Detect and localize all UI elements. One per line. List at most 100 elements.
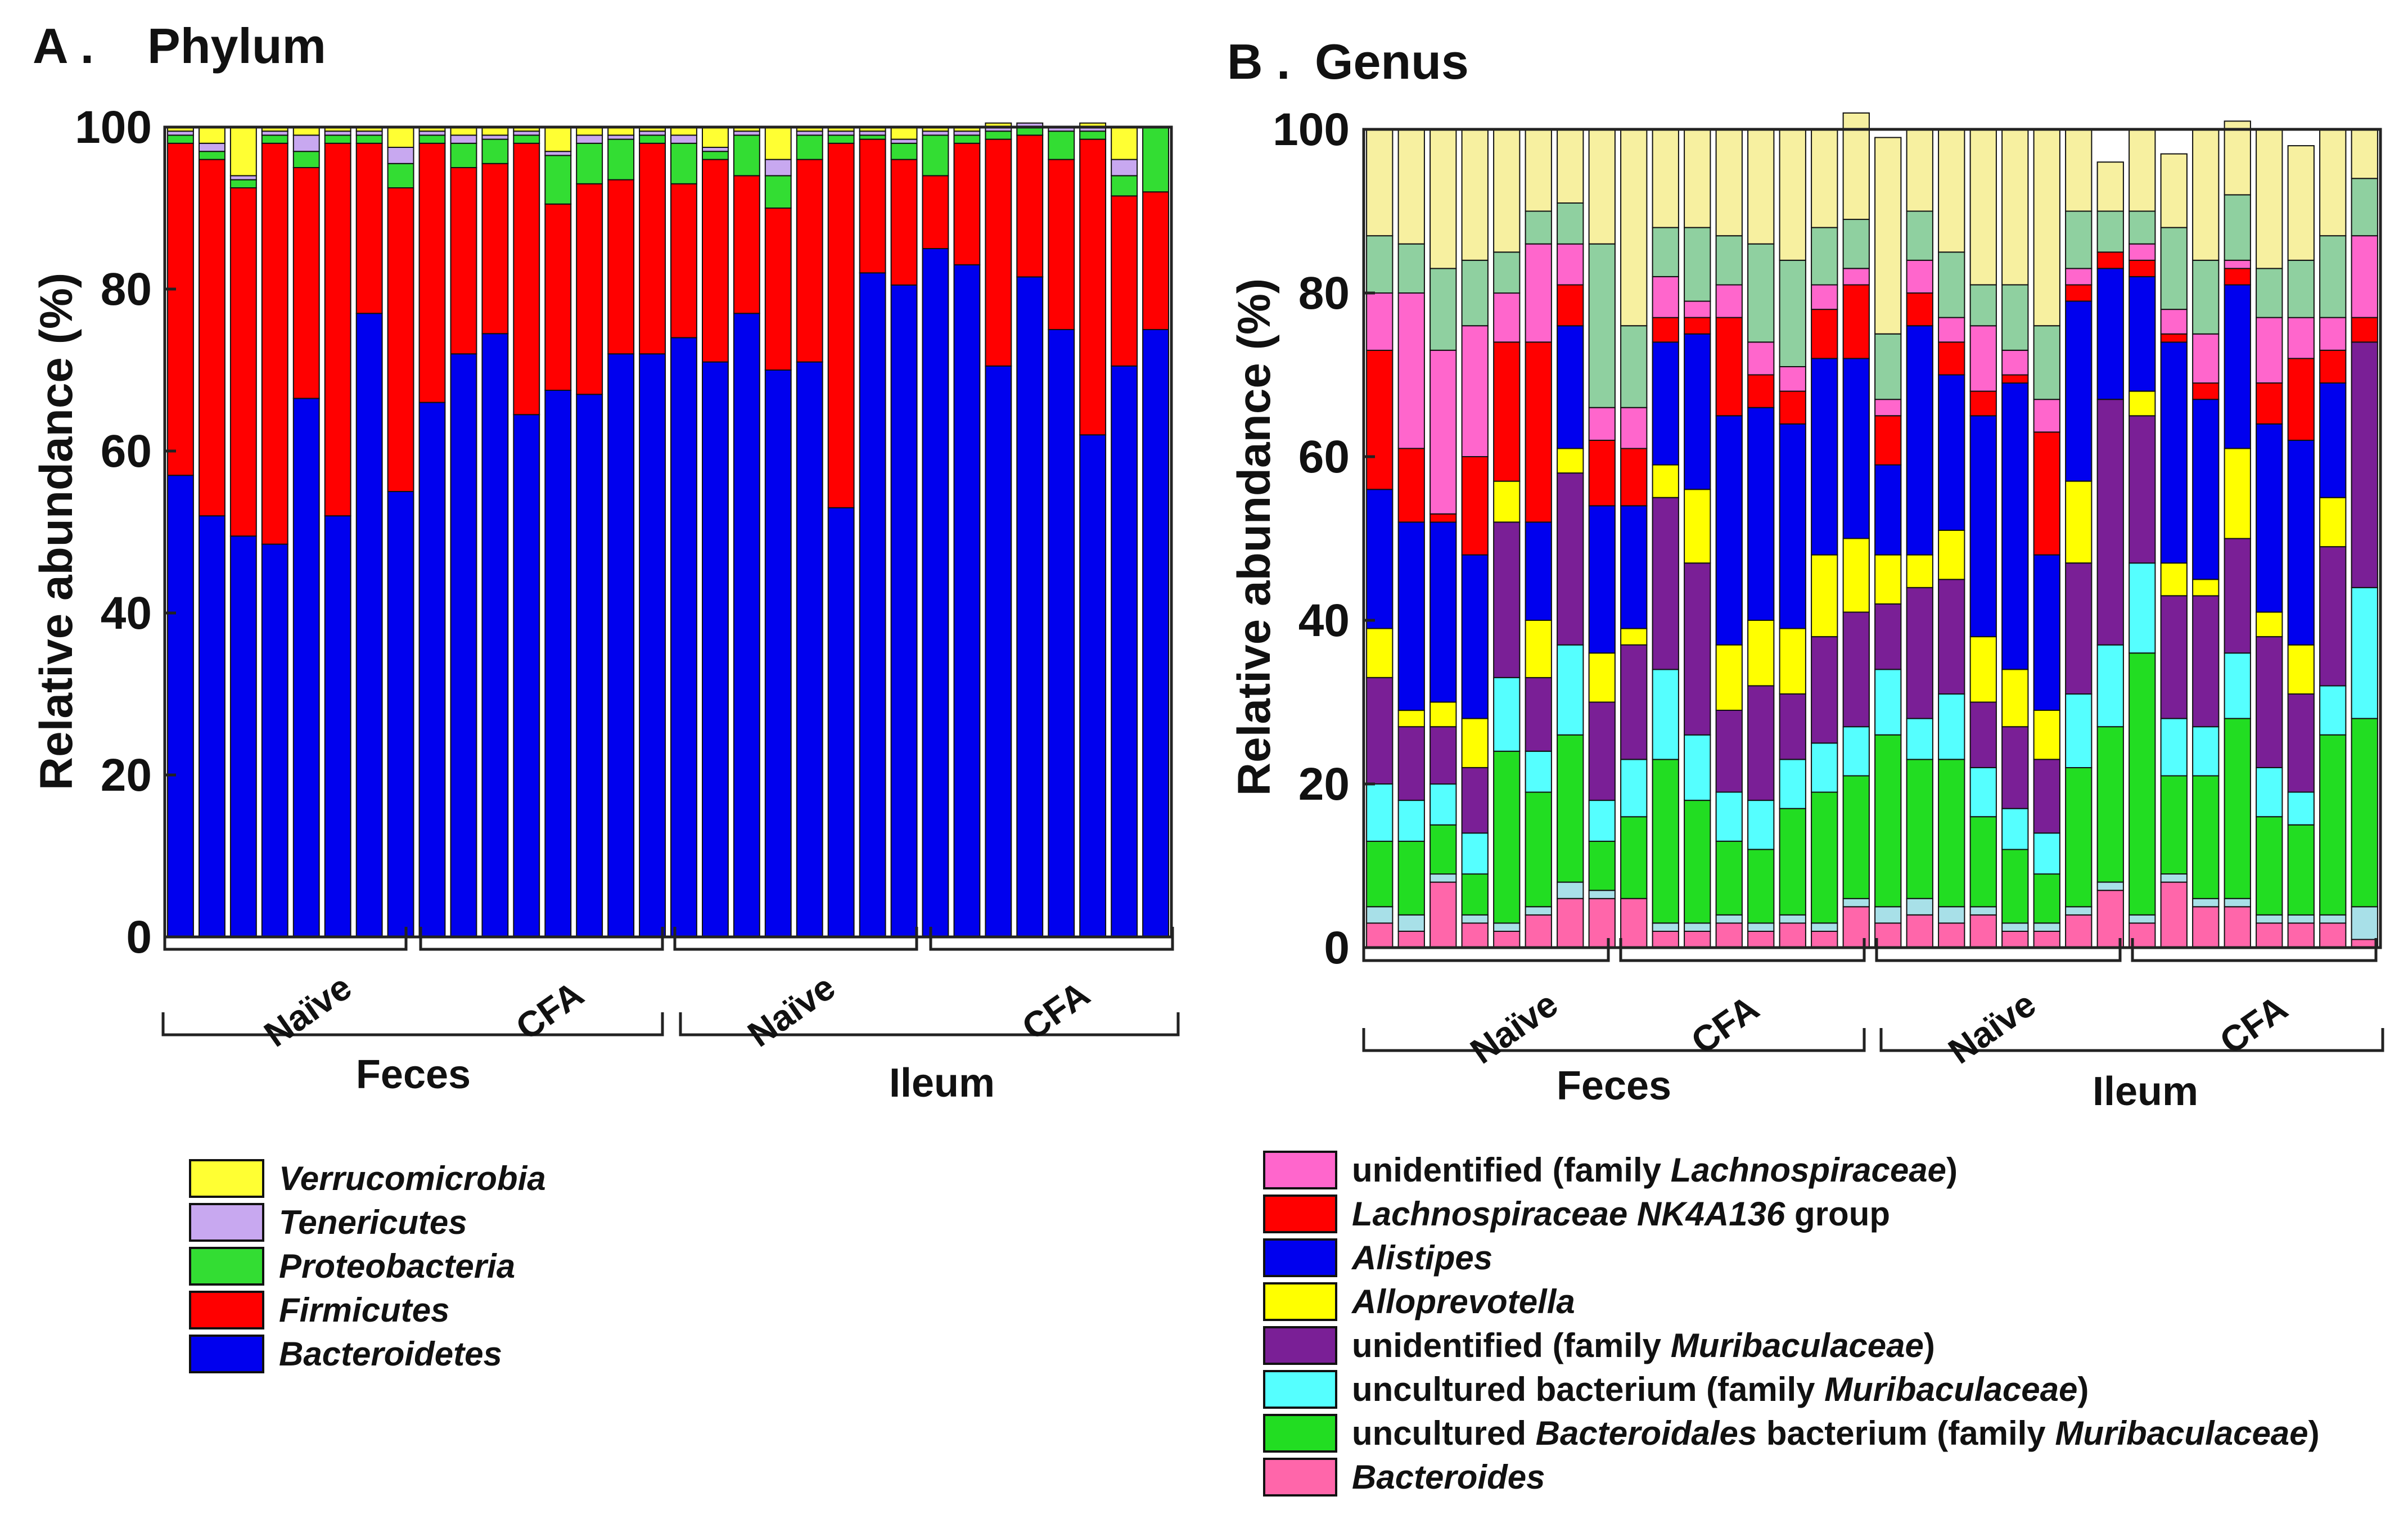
bar-segment-alistipes — [2224, 284, 2251, 449]
bar-segment-bacteroidetes — [261, 543, 288, 937]
bar-segment-lachnospiraceae-nk4a136-group — [1525, 341, 1552, 523]
bar-segment-other-top — [1906, 129, 1933, 212]
bar-segment-unidentified-family-muribaculaceae — [1684, 562, 1711, 736]
bar-segment-alloprevotella — [1525, 620, 1552, 678]
bar-segment-other-mid — [1811, 227, 1838, 286]
bar-segment-uncultured-bacterium-family-muribaculaceae — [1652, 669, 1679, 760]
bar-segment-bacteroides — [1397, 930, 1425, 949]
bar-segment-tenericutes — [827, 130, 855, 136]
bar-segment-lachnospiraceae-nk4a136-group — [2065, 284, 2093, 302]
bar-segment-uncultured-bacterium-family-muribaculaceae — [1906, 718, 1933, 760]
legend-label: Bacteroides — [1352, 1458, 1545, 1496]
bar-segment-unidentified-family-lachnospiraceae — [1588, 407, 1616, 441]
bar-segment-other-low — [2096, 881, 2124, 891]
bar-segment-unidentified-family-muribaculaceae — [1461, 767, 1489, 834]
bar-column — [2287, 145, 2315, 949]
bar-segment-bacteroides — [1906, 914, 1933, 949]
bar-segment-lachnospiraceae-nk4a136-group — [1779, 390, 1806, 425]
bar-segment-alloprevotella — [2287, 644, 2315, 695]
bar-segment-lachnospiraceae-nk4a136-group — [1652, 317, 1679, 343]
bar-segment-bacteroidetes — [670, 337, 697, 937]
bar-segment-uncultured-bacterium-family-muribaculaceae — [2192, 726, 2220, 777]
bar-segment-uncultured-bacterium-family-muribaculaceae — [2319, 685, 2347, 736]
group-brackets: Naïve CFA Naïve CFA Feces Ileum — [161, 927, 1180, 1106]
bar-segment-tenericutes — [890, 138, 918, 144]
bar-segment-alistipes — [1588, 505, 1616, 654]
bar-segment-bacteroides — [1715, 922, 1743, 949]
bar-segment-firmicutes — [261, 142, 288, 545]
bar-segment-uncultured-bacterium-family-muribaculaceae — [2160, 718, 2188, 777]
bar-column — [1525, 129, 1552, 949]
bar-segment-lachnospiraceae-nk4a136-group — [1620, 448, 1648, 507]
bar-segment-alistipes — [1874, 464, 1902, 556]
legend-swatch — [1263, 1370, 1337, 1409]
bar-segment-other-mid — [2065, 210, 2093, 269]
bracket — [679, 1012, 1180, 1036]
panel-a: A . Phylum Relative abundance (%) 0 20 40 6… — [31, 18, 1180, 1373]
legend-item: unidentified (family Muribaculaceae) — [1263, 1326, 1935, 1365]
bar-segment-other-low — [1842, 898, 1870, 908]
bar-segment-bacteroidetes — [324, 515, 351, 937]
bar-segment-unidentified-family-lachnospiraceae — [1779, 366, 1806, 392]
bar-segment-uncultured-bacterium-family-muribaculaceae — [1588, 800, 1616, 842]
legend-swatch — [189, 1335, 264, 1373]
bar-segment-alloprevotella — [2256, 611, 2283, 638]
bar-segment-bacteroides — [1525, 914, 1552, 949]
panel-b-letter: B . — [1227, 34, 1290, 89]
bar-segment-proteobacteria — [607, 138, 635, 181]
bar-segment-other-top — [1938, 129, 1965, 253]
bar-segment-lachnospiraceae-nk4a136-group — [1811, 309, 1838, 359]
panel-b: B . Genus Relative abundance (%) 0 20 40 60… — [1227, 34, 2384, 1497]
bar-segment-proteobacteria — [261, 134, 288, 144]
bar-column — [796, 127, 823, 937]
bar-segment-alistipes — [1461, 554, 1489, 719]
bar-segment-alloprevotella — [2192, 579, 2220, 597]
bar-column — [1461, 129, 1489, 949]
bar-segment-uncultured-bacterium-family-muribaculaceae — [1525, 750, 1552, 793]
bar-segment-unidentified-family-lachnospiraceae — [1525, 243, 1552, 343]
bar-segment-other-mid — [1779, 259, 1806, 367]
bar-segment-unidentified-family-muribaculaceae — [2319, 546, 2347, 687]
bar-column — [1684, 129, 1711, 949]
y-ticks: 0 20 40 60 80 100 — [1273, 104, 1375, 973]
bar-segment-tenericutes — [953, 130, 981, 136]
bar-segment-bacteroidetes — [953, 264, 981, 937]
bar-segment-other-top — [2033, 129, 2060, 327]
bar-segment-uncultured-bacteroidales-bacterium-family-muribaculaceae — [2224, 718, 2251, 899]
bar-segment-unidentified-family-muribaculaceae — [1969, 701, 1997, 768]
bar-segment-firmicutes — [796, 159, 823, 363]
bar-segment-uncultured-bacterium-family-muribaculaceae — [2351, 587, 2378, 719]
legend: Verrucomicrobia Tenericutes Proteobacteria… — [189, 1159, 546, 1373]
bar-segment-bacteroides — [1969, 914, 1997, 949]
group-label: CFA — [508, 973, 590, 1048]
bar-segment-unidentified-family-lachnospiraceae — [2224, 259, 2251, 269]
bar-segment-alistipes — [1906, 325, 1933, 556]
bar-column — [1493, 129, 1521, 949]
bar-segment-unidentified-family-lachnospiraceae — [1811, 284, 1838, 310]
bar-segment-bacteroidetes — [199, 515, 226, 937]
bar-column — [1048, 127, 1075, 937]
bar-segment-unidentified-family-lachnospiraceae — [1874, 399, 1902, 417]
bar-segment-bacteroidetes — [702, 361, 729, 937]
bar-segment-alistipes — [2287, 439, 2315, 646]
bar-segment-unidentified-family-lachnospiraceae — [1493, 292, 1521, 343]
bar-column — [670, 127, 697, 937]
bar-segment-proteobacteria — [953, 134, 981, 144]
bar-column — [229, 127, 257, 937]
bar-segment-firmicutes — [576, 183, 603, 395]
bar-segment-other-top — [2160, 153, 2188, 228]
bar-segment-other-top — [2256, 129, 2283, 269]
bar-segment-uncultured-bacterium-family-muribaculaceae — [2001, 808, 2029, 850]
legend: unidentified (family Lachnospiraceae) Lac… — [1263, 1151, 2320, 1497]
bar-segment-uncultured-bacteroidales-bacterium-family-muribaculaceae — [1874, 734, 1902, 908]
bar-segment-alloprevotella — [1620, 628, 1648, 646]
bar-segment-unidentified-family-muribaculaceae — [2192, 595, 2220, 728]
bar-segment-bacteroides — [1938, 922, 1965, 949]
bar-segment-unidentified-family-lachnospiraceae — [1397, 292, 1425, 449]
bar-segment-firmicutes — [1111, 195, 1138, 367]
bar-segment-other-mid — [2033, 325, 2060, 400]
bar-segment-firmicutes — [985, 138, 1012, 367]
bar-segment-firmicutes — [544, 203, 572, 391]
legend-swatch — [1263, 1282, 1337, 1321]
bar-segment-tenericutes — [1111, 159, 1138, 177]
